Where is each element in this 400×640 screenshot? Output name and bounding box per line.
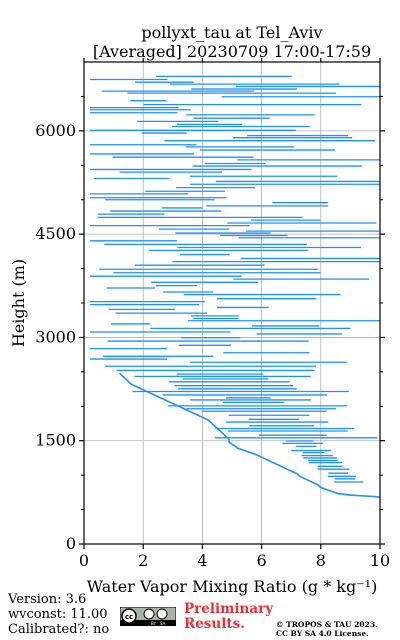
- grid: [83, 62, 381, 545]
- y-tick-label: 4500: [35, 224, 76, 243]
- axes: 0 2 4 6 8 10 0 1500 3000 4500 6000 Water Vapor Mixi…: [9, 58, 390, 596]
- x-tick-label: 6: [257, 551, 267, 570]
- y-tick-label: 6000: [35, 121, 76, 140]
- y-tick-label: 1500: [35, 431, 76, 450]
- copyright-line: © TROPOS & TAU 2023.: [276, 620, 378, 629]
- svg-text:BY: BY: [151, 621, 157, 626]
- chart-subtitle: [Averaged] 20230709 17:00-17:59: [92, 42, 372, 61]
- version-text: Version: 3.6: [8, 592, 87, 607]
- x-tick-label: 10: [370, 551, 390, 570]
- series-line: [118, 372, 380, 498]
- y-axis-label: Height (m): [9, 259, 28, 347]
- chart-title: pollyxt_tau at Tel_Aviv: [141, 23, 323, 42]
- license-line: CC BY SA 4.0 License.: [276, 629, 369, 638]
- calibrated-text: Calibrated?: no: [8, 622, 110, 637]
- x-tick-label: 0: [79, 551, 89, 570]
- x-tick-label: 2: [138, 551, 148, 570]
- x-tick-label: 8: [316, 551, 326, 570]
- cc-by-sa-badge-icon: cc BY SA: [120, 607, 176, 626]
- wvconst-text: wvconst: 11.00: [8, 607, 108, 622]
- series-marks: [89, 75, 380, 498]
- results-line: Results.: [184, 616, 245, 632]
- preliminary-line: Preliminary: [184, 601, 274, 617]
- svg-text:SA: SA: [160, 621, 166, 626]
- copyright-note: © TROPOS & TAU 2023. CC BY SA 4.0 Licens…: [276, 620, 378, 638]
- preliminary-results-note: Preliminary Results.: [184, 602, 273, 632]
- y-tick-label: 0: [66, 534, 76, 553]
- plot-frame: [83, 61, 381, 545]
- svg-text:cc: cc: [125, 613, 133, 621]
- y-tick-label: 3000: [35, 327, 76, 346]
- x-tick-label: 4: [197, 551, 207, 570]
- x-axis-label: Water Vapor Mixing Ratio (g * kg⁻¹): [87, 577, 378, 596]
